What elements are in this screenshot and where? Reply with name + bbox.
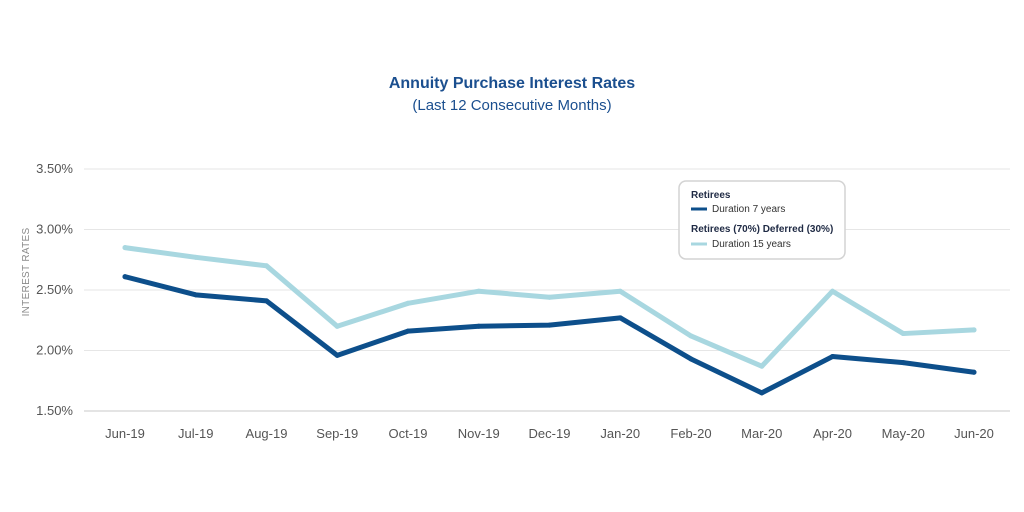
data-point: [547, 294, 552, 300]
y-axis-ticks: 1.50% 2.00% 2.50% 3.00% 3.50%: [36, 161, 73, 418]
data-point: [830, 288, 835, 294]
data-point: [688, 356, 694, 362]
data-point: [971, 327, 977, 333]
series-line-1: [122, 274, 977, 396]
legend-series-2-detail: Duration 15 years: [712, 239, 791, 250]
x-tick-label: Sep-19: [316, 426, 358, 441]
x-tick-label: Dec-19: [529, 426, 571, 441]
legend-series-1-name: Retirees: [691, 190, 731, 201]
x-tick-label: Apr-20: [813, 426, 852, 441]
grid: [84, 168, 1010, 412]
y-tick-label: 3.00%: [36, 222, 73, 237]
data-point: [334, 323, 340, 329]
x-tick-label: Jul-19: [178, 426, 213, 441]
y-tick-label: 2.50%: [36, 282, 73, 297]
data-point: [334, 352, 340, 358]
legend: Retirees Duration 7 years Retirees (70%)…: [678, 180, 846, 260]
x-tick-label: Nov-19: [458, 426, 500, 441]
x-tick-label: Jan-20: [600, 426, 640, 441]
data-point: [122, 274, 128, 280]
legend-box: [678, 180, 846, 260]
legend-series-2-name: Retirees (70%) Deferred (30%): [691, 224, 833, 235]
y-axis-label: INTEREST RATES: [21, 228, 32, 317]
data-point: [193, 292, 199, 298]
x-tick-label: Jun-20: [954, 426, 994, 441]
data-point: [971, 369, 977, 375]
data-point: [900, 360, 906, 366]
data-point: [617, 288, 623, 294]
x-tick-label: Aug-19: [246, 426, 288, 441]
data-point: [476, 323, 482, 329]
x-tick-label: Mar-20: [741, 426, 782, 441]
data-point: [193, 254, 199, 260]
data-point: [122, 245, 128, 251]
y-tick-label: 3.50%: [36, 161, 73, 176]
data-point: [264, 298, 269, 304]
data-point: [830, 354, 835, 360]
x-tick-label: Jun-19: [105, 426, 145, 441]
data-point: [264, 263, 269, 269]
series-lines: [122, 245, 977, 396]
data-point: [547, 322, 552, 328]
x-tick-label: May-20: [882, 426, 925, 441]
series-line-2: [122, 245, 977, 369]
data-point: [759, 390, 765, 396]
x-tick-label: Oct-19: [388, 426, 427, 441]
data-point: [476, 288, 482, 294]
chart-subtitle: (Last 12 Consecutive Months): [412, 97, 611, 114]
legend-series-1-detail: Duration 7 years: [712, 204, 785, 215]
chart-title: Annuity Purchase Interest Rates: [389, 75, 635, 92]
data-point: [405, 300, 411, 306]
data-point: [688, 333, 694, 339]
data-point: [759, 363, 765, 369]
y-tick-label: 1.50%: [36, 403, 73, 418]
x-tick-label: Feb-20: [670, 426, 711, 441]
y-tick-label: 2.00%: [36, 343, 73, 358]
x-axis-ticks: Jun-19 Jul-19 Aug-19 Sep-19 Oct-19 Nov-19 Dec-…: [105, 426, 994, 441]
data-point: [900, 331, 906, 337]
data-point: [405, 328, 411, 334]
data-point: [617, 315, 623, 321]
